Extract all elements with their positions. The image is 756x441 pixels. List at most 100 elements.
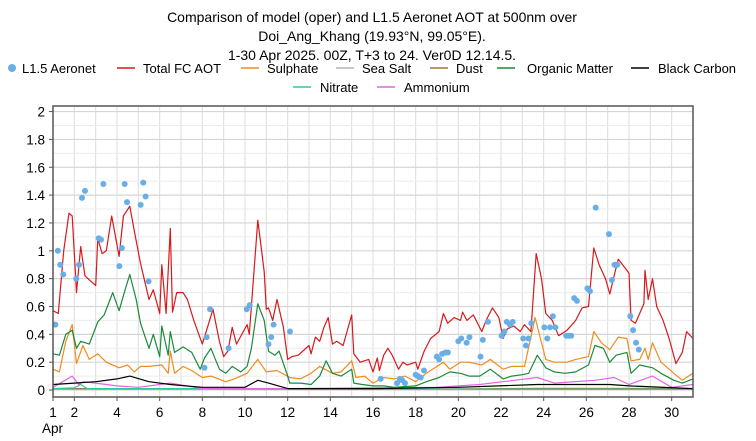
legend-item-ammonium: Ammonium [377, 80, 470, 95]
aeronet-point [417, 374, 424, 381]
aeronet-point [270, 321, 277, 328]
aeronet-point [466, 334, 473, 341]
title-line-3: 1-30 Apr 2025. 00Z, T+3 to 24. Ver0D 12.… [228, 47, 516, 63]
aeronet-point [444, 349, 451, 356]
aeronet-point [203, 334, 210, 341]
aeronet-point [116, 263, 123, 270]
aeronet-point [528, 320, 535, 327]
aeronet-point [541, 324, 548, 331]
y-tick-label: 1 [37, 244, 45, 259]
aeronet-point [140, 179, 147, 186]
x-tick-label: 6 [156, 405, 164, 420]
title-line-1: Comparison of model (oper) and L1.5 Aero… [167, 9, 577, 25]
aeronet-point [79, 194, 86, 201]
aeronet-point [121, 180, 128, 187]
aeronet-point [54, 247, 61, 254]
legend: L1.5 Aeronet Total FC AOT Sulphate Sea Salt… [8, 61, 736, 95]
aeronet-point [477, 353, 484, 360]
legend-label: Black Carbon [658, 61, 736, 76]
x-tick-label: 1 [49, 405, 57, 420]
legend-item-l1-5-aeronet: L1.5 Aeronet [8, 61, 96, 76]
y-tick-label: 0 [37, 383, 45, 398]
x-tick-label: 24 [536, 405, 552, 420]
x-tick-label: 4 [113, 405, 121, 420]
y-tick-label: 0.8 [26, 272, 45, 287]
series-line-black-carbon [52, 375, 694, 390]
aeronet-point [124, 199, 131, 206]
series-line-total-fc-aot [52, 205, 694, 373]
legend-item-sea-salt: Sea Salt [336, 61, 412, 76]
series-line-nitrate [52, 383, 694, 390]
title-line-2: Doi_Ang_Khang (19.93°N, 99.05°E). [258, 28, 486, 44]
aeronet-point [568, 332, 575, 339]
aeronet-point [479, 336, 486, 343]
x-tick-label: 20 [451, 405, 466, 420]
axes: 00.20.40.60.811.21.41.61.821 2 4 6 8 10 12 14 16… [26, 105, 694, 436]
x-tick-label: 28 [621, 405, 636, 420]
aeronet-point [573, 297, 580, 304]
x-tick-label: 2 [71, 405, 79, 420]
aeronet-point [627, 313, 634, 320]
legend-item-dust: Dust [430, 61, 483, 76]
aeronet-point [268, 334, 275, 341]
x-tick-label: 22 [493, 405, 508, 420]
aeronet-point [525, 335, 532, 342]
y-tick-label: 1.4 [26, 188, 45, 203]
aeronet-point [630, 327, 637, 334]
aeronet-point [118, 245, 125, 252]
aeronet-point [287, 328, 294, 335]
y-tick-label: 0.4 [26, 327, 45, 342]
x-tick-label: 8 [199, 405, 207, 420]
x-tick-label: 12 [280, 405, 295, 420]
aeronet-point [547, 324, 554, 331]
legend-item-total-fc-aot: Total FC AOT [117, 61, 221, 76]
aeronet-point [137, 201, 144, 208]
aeronet-point [633, 339, 640, 346]
x-tick-label: 18 [408, 405, 423, 420]
y-tick-label: 2 [37, 105, 45, 120]
aeronet-point [552, 324, 559, 331]
x-sublabel-month: Apr [42, 421, 64, 436]
legend-item-nitrate: Nitrate [293, 80, 358, 95]
aeronet-point [586, 288, 593, 295]
x-tick-label: 10 [237, 405, 252, 420]
aeronet-point [436, 356, 443, 363]
legend-item-organic-matter: Organic Matter [497, 61, 614, 76]
aeronet-point [592, 204, 599, 211]
legend-label: L1.5 Aeronet [22, 61, 96, 76]
aeronet-point [420, 367, 427, 374]
aeronet-point [458, 335, 465, 342]
aeronet-point [57, 261, 64, 268]
legend-label: Sea Salt [362, 61, 412, 76]
x-tick-label: 26 [579, 405, 594, 420]
aeronet-point [509, 318, 516, 325]
aeronet-point [73, 275, 80, 282]
aeronet-point [201, 364, 208, 371]
aeronet-point [265, 341, 272, 348]
y-tick-label: 0.2 [26, 355, 45, 370]
aeronet-point [522, 342, 529, 349]
aeronet-point [463, 339, 470, 346]
legend-label: Nitrate [320, 80, 358, 95]
aeronet-point [377, 375, 384, 382]
aeronet-point [100, 180, 107, 187]
grid [52, 106, 694, 397]
legend-label: Sulphate [267, 61, 318, 76]
legend-label: Total FC AOT [143, 61, 221, 76]
aeronet-point [520, 335, 527, 342]
aeronet-point [608, 277, 615, 284]
legend-label: Dust [456, 61, 483, 76]
aeronet-point [145, 278, 152, 285]
aeronet-point [243, 306, 250, 313]
aeronet-point [484, 318, 491, 325]
chart-title: Comparison of model (oper) and L1.5 Aero… [167, 9, 577, 63]
x-tick-label: 30 [664, 405, 679, 420]
legend-swatch-dot [8, 64, 16, 72]
aeronet-point [605, 231, 612, 238]
legend-item-sulphate: Sulphate [241, 61, 318, 76]
aeronet-point [98, 236, 104, 243]
aeronet-point [60, 271, 67, 278]
aeronet-point [614, 261, 621, 268]
aeronet-point [544, 335, 551, 342]
